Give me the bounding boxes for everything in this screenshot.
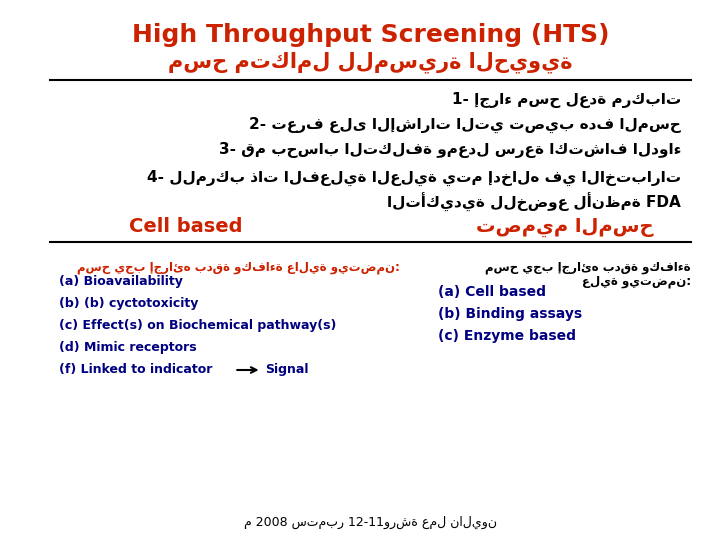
Text: Signal: Signal xyxy=(266,363,309,376)
Text: م 2008 ستمبر 12-11ورشة عمل ناليون: م 2008 ستمبر 12-11ورشة عمل ناليون xyxy=(244,515,497,529)
Text: مسح يجب إجرائه بدقة وكفاءة عالية ويتضمن:: مسح يجب إجرائه بدقة وكفاءة عالية ويتضمن: xyxy=(76,261,400,274)
Text: (d) Mimic receptors: (d) Mimic receptors xyxy=(60,341,197,354)
Text: 2- تعرف على الإشارات التي تصيب هدف المسح: 2- تعرف على الإشارات التي تصيب هدف المسح xyxy=(249,117,681,133)
Text: مسح يجب إجرائه بدقة وكفاءة: مسح يجب إجرائه بدقة وكفاءة xyxy=(485,261,691,274)
Text: 4- للمركب ذات الفعلية العلية يتم إدخاله في الاختبارات: 4- للمركب ذات الفعلية العلية يتم إدخاله … xyxy=(147,170,681,186)
Text: (c) Enzyme based: (c) Enzyme based xyxy=(438,329,576,343)
Text: High Throughput Screening (HTS): High Throughput Screening (HTS) xyxy=(132,23,609,47)
Text: علية ويتضمن:: علية ويتضمن: xyxy=(582,275,691,288)
Text: (a) Bioavailability: (a) Bioavailability xyxy=(60,275,184,288)
Text: 1- إجراء مسح لعدة مركبات: 1- إجراء مسح لعدة مركبات xyxy=(452,92,681,108)
Text: تصميم المسح: تصميم المسح xyxy=(476,218,653,237)
Text: (b) Binding assays: (b) Binding assays xyxy=(438,307,582,321)
Text: مسح متكامل للمسيرة الحيوية: مسح متكامل للمسيرة الحيوية xyxy=(168,51,572,73)
Text: (f) Linked to indicator: (f) Linked to indicator xyxy=(60,363,213,376)
Text: Cell based: Cell based xyxy=(129,218,243,237)
Text: (b) (b) cyctotoxicity: (b) (b) cyctotoxicity xyxy=(60,298,199,310)
Text: (c) Effect(s) on Biochemical pathway(s): (c) Effect(s) on Biochemical pathway(s) xyxy=(60,320,337,333)
Text: 3- قم بحساب التكلفة ومعدل سرعة اكتشاف الدواء: 3- قم بحساب التكلفة ومعدل سرعة اكتشاف ال… xyxy=(219,142,681,158)
Text: التأكيدية للخضوع لأنظمة FDA: التأكيدية للخضوع لأنظمة FDA xyxy=(387,192,681,212)
Text: (a) Cell based: (a) Cell based xyxy=(438,285,546,299)
